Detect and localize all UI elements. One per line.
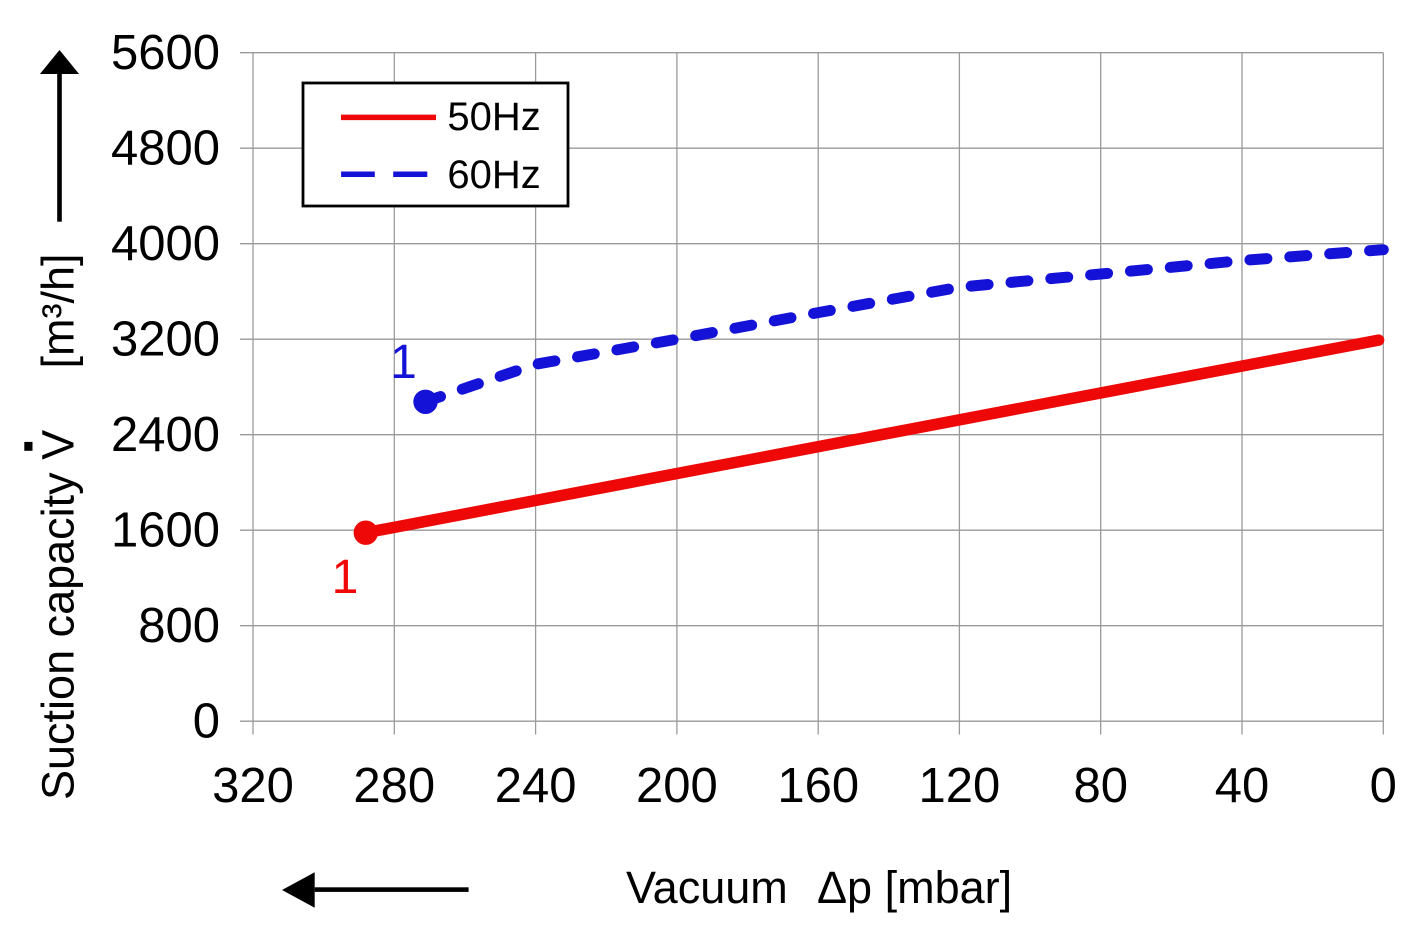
svg-text:200: 200 xyxy=(636,759,718,813)
svg-text:1: 1 xyxy=(332,551,359,604)
svg-text:Δp [mbar]: Δp [mbar] xyxy=(817,862,1012,913)
svg-text:0: 0 xyxy=(1370,759,1397,813)
svg-text:3200: 3200 xyxy=(111,313,220,367)
svg-text:4800: 4800 xyxy=(111,122,220,176)
svg-text:4000: 4000 xyxy=(111,217,220,271)
svg-text:60Hz: 60Hz xyxy=(447,153,540,197)
svg-text:40: 40 xyxy=(1215,759,1270,813)
svg-text:Vacuum: Vacuum xyxy=(626,862,788,913)
svg-text:2400: 2400 xyxy=(111,408,220,462)
svg-text:120: 120 xyxy=(919,759,1001,813)
svg-text:80: 80 xyxy=(1073,759,1128,813)
svg-text:800: 800 xyxy=(138,599,220,653)
svg-text:[m³/h]: [m³/h] xyxy=(33,253,84,368)
svg-text:50Hz: 50Hz xyxy=(447,95,540,139)
svg-text:1600: 1600 xyxy=(111,504,220,558)
svg-text:1: 1 xyxy=(390,336,417,389)
svg-text:Suction capacity V: Suction capacity V xyxy=(33,430,84,800)
svg-text:240: 240 xyxy=(495,759,577,813)
svg-text:0: 0 xyxy=(193,695,220,749)
svg-text:5600: 5600 xyxy=(111,26,220,80)
svg-text:160: 160 xyxy=(777,759,859,813)
svg-text:280: 280 xyxy=(353,759,435,813)
svg-text:320: 320 xyxy=(212,759,294,813)
